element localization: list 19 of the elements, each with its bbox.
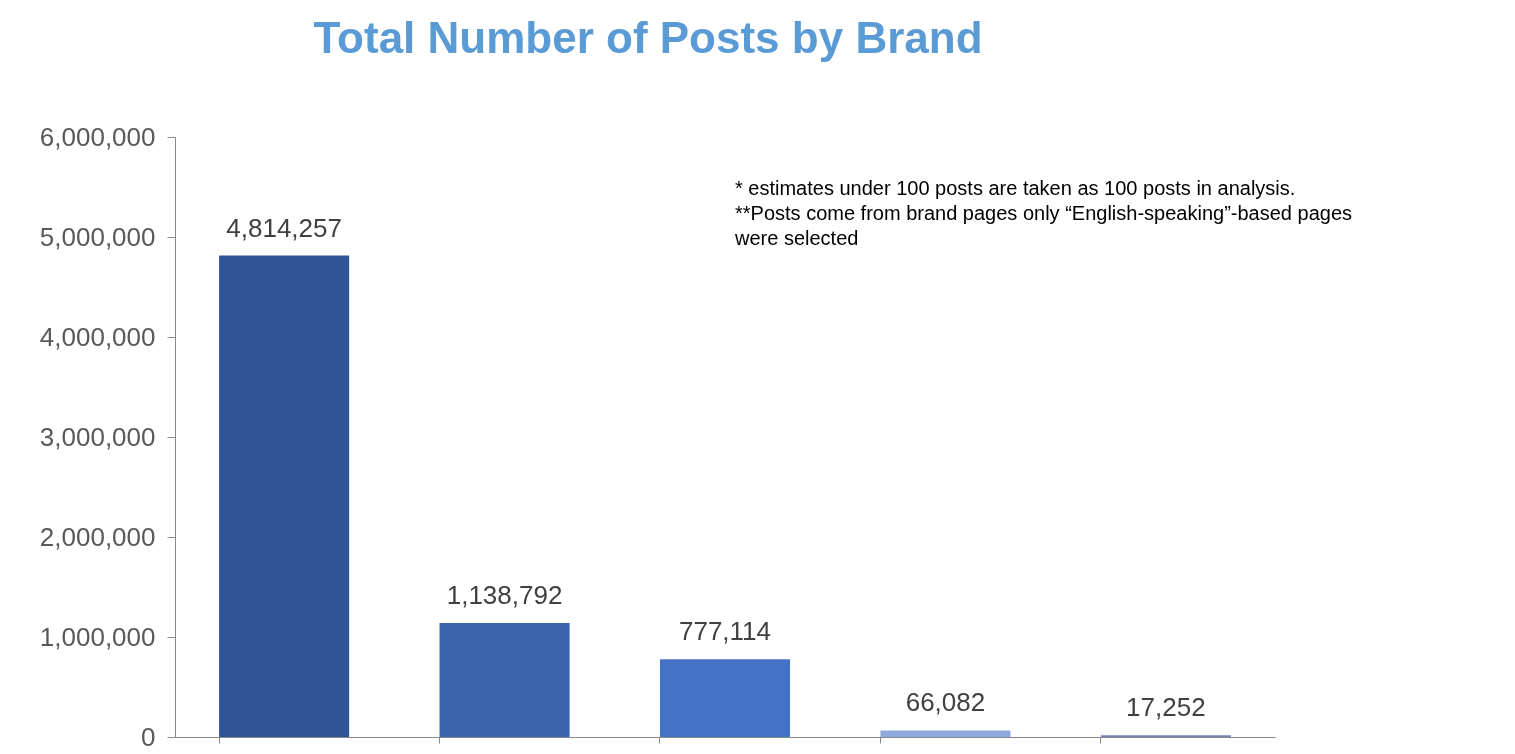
annotation: **Posts come from brand pages only “English-speaking”-based pages were selected: [734, 202, 1353, 249]
data-label: 1,138,792: [446, 580, 563, 611]
bar: [219, 255, 350, 737]
bar: [659, 659, 791, 737]
y-tick-label: 5,000,000: [39, 221, 156, 252]
y-tick-label: 1,000,000: [39, 621, 156, 652]
data-label: 66,082: [905, 687, 986, 718]
y-tick-label: 6,000,000: [39, 121, 156, 152]
y-tick-label: 3,000,000: [39, 421, 156, 452]
bar: [439, 623, 570, 737]
y-tick-label: 2,000,000: [39, 521, 156, 552]
y-tick-label: 4,000,000: [39, 321, 156, 352]
chart-title: Total Number of Posts by Brand: [313, 13, 983, 62]
data-label: 4,814,257: [226, 212, 342, 243]
data-label: 777,114: [678, 616, 772, 647]
annotation: * estimates under 100 posts are taken as 100 posts in analysis.: [735, 177, 1296, 199]
data-label: 17,252: [1126, 692, 1206, 723]
y-tick-label: 0: [141, 721, 156, 752]
bar: [880, 730, 1011, 737]
